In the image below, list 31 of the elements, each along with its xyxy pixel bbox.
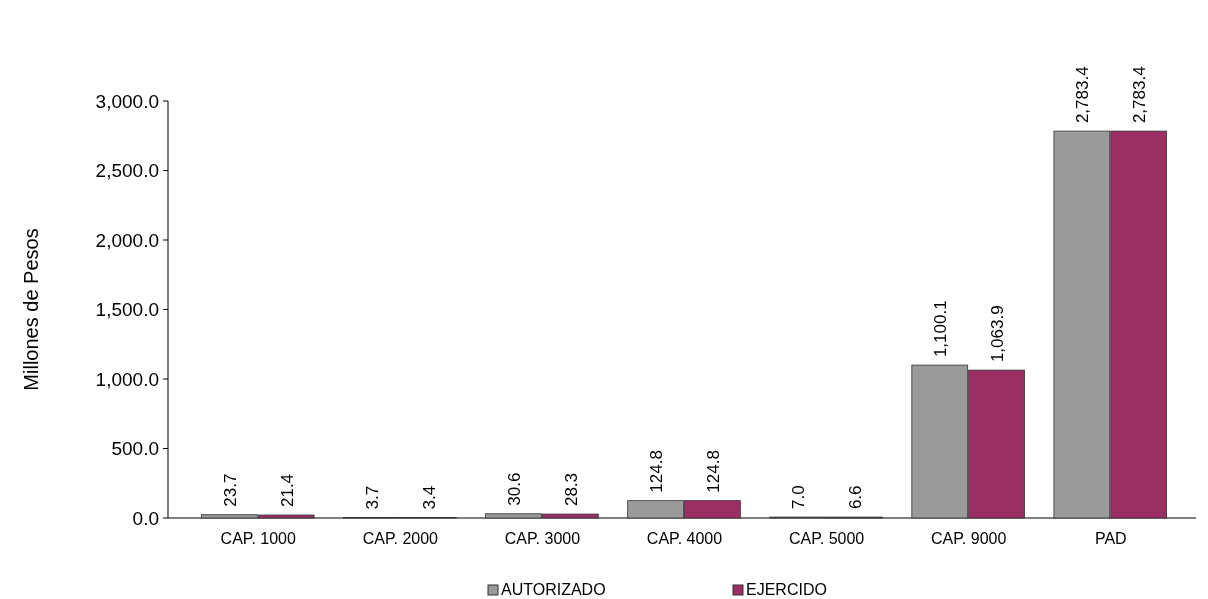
- data-label: 7.0: [789, 485, 809, 510]
- data-label: 2,783.4: [1130, 66, 1150, 124]
- data-label: 1,063.9: [988, 305, 1008, 363]
- data-label: 23.7: [220, 473, 240, 507]
- x-tick-label: CAP. 4000: [646, 530, 723, 547]
- data-label: 30.6: [505, 472, 524, 506]
- legend-label: EJERCIDO: [746, 581, 827, 598]
- data-label: 124.8: [647, 450, 667, 493]
- y-tick-label: 500.0: [111, 438, 159, 460]
- x-tick-label: CAP. 5000: [788, 530, 865, 547]
- x-tick-label: CAP. 9000: [931, 530, 1007, 547]
- y-tick-label: 2,500.0: [95, 160, 159, 182]
- legend-label: AUTORIZADO: [501, 581, 606, 598]
- y-axis-title: Millones de Pesos: [20, 228, 42, 391]
- y-tick-label: 3,000.0: [95, 90, 159, 112]
- data-label: 3.7: [362, 485, 382, 510]
- y-tick-label: 2,000.0: [95, 229, 159, 251]
- data-label: 124.8: [703, 450, 723, 493]
- x-tick-label: PAD: [1094, 530, 1127, 547]
- y-tick-label: 0.0: [132, 507, 159, 529]
- data-label: 3.4: [419, 485, 439, 510]
- data-label: 28.3: [561, 472, 581, 507]
- x-tick-label: CAP. 3000: [504, 530, 581, 547]
- y-tick-label: 1,000.0: [95, 368, 159, 390]
- data-label: 1,100.1: [931, 300, 951, 358]
- data-label: 21.4: [277, 473, 297, 508]
- data-label: 2,783.4: [1073, 66, 1093, 124]
- x-tick-label: CAP. 2000: [362, 530, 439, 547]
- data-label: 6.6: [846, 485, 865, 510]
- y-tick-label: 1,500.0: [95, 299, 159, 321]
- x-tick-label: CAP. 1000: [220, 530, 297, 547]
